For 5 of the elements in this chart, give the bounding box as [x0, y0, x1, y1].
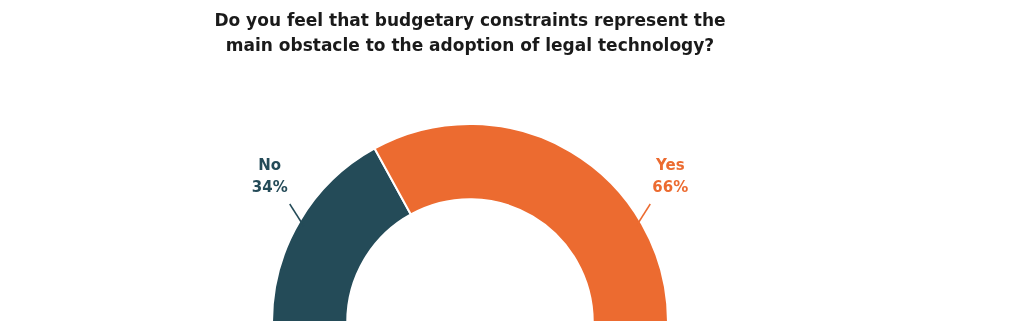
chart-title: Do you feel that budgetary constraints represent the main obstacle to the adoption of legal technology? — [213, 9, 727, 57]
data-label: 66% — [652, 177, 689, 196]
slice-label: No — [258, 155, 282, 174]
slice-label: Yes — [654, 155, 685, 174]
data-label: 34% — [251, 177, 288, 196]
